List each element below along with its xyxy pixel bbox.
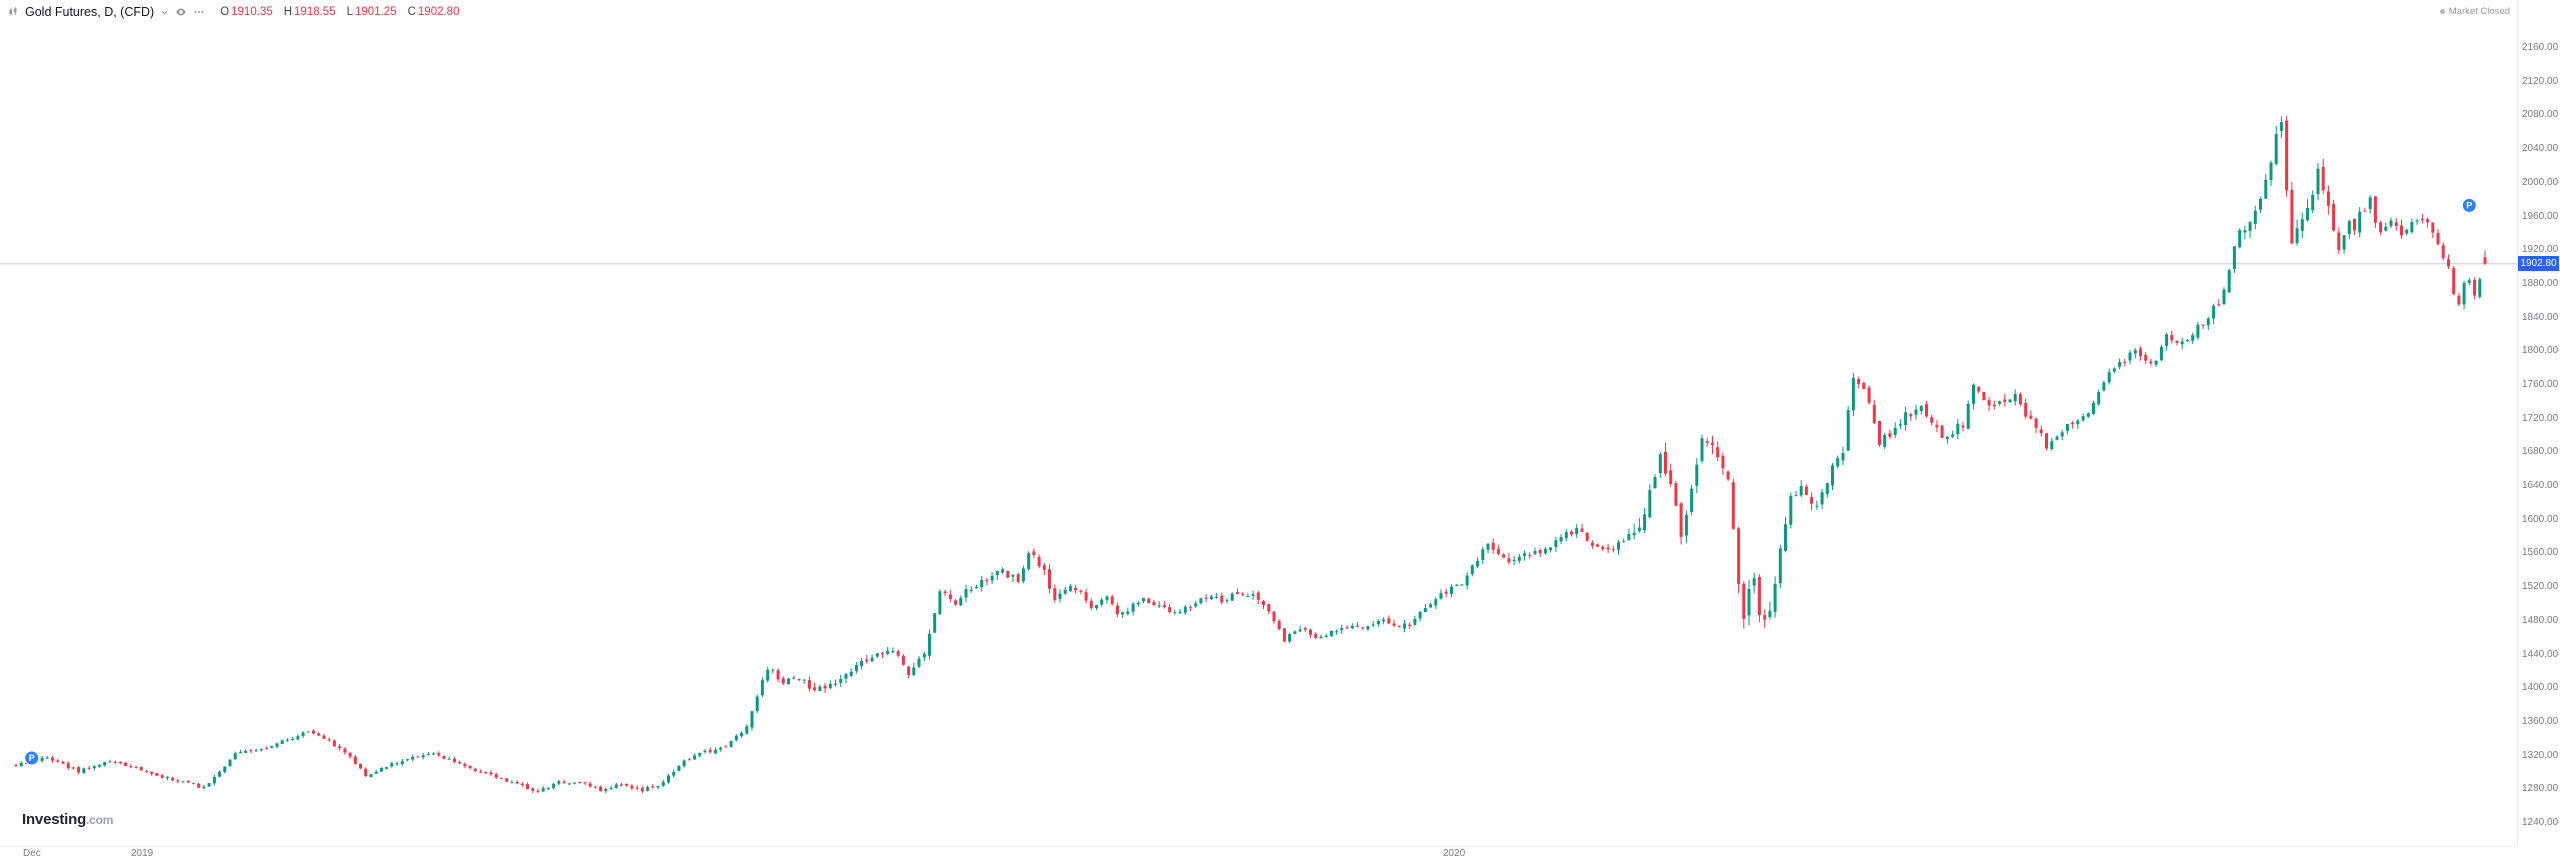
market-status-dot-icon — [2439, 9, 2445, 14]
price-axis-label: 1960.00 — [2522, 210, 2559, 222]
more-options-icon[interactable] — [193, 6, 205, 18]
market-status-label: Market Closed — [2448, 6, 2510, 17]
ohlc-open: O 1910.35 — [220, 6, 273, 18]
price-axis-label: 1360.00 — [2522, 715, 2559, 727]
price-axis-label: 1840.00 — [2522, 311, 2559, 323]
chevron-down-icon[interactable] — [160, 8, 169, 17]
price-axis-label: 2040.00 — [2522, 143, 2559, 155]
ohlc-close: C 1902.80 — [407, 6, 460, 18]
time-axis-label: 2019 — [131, 848, 154, 859]
price-axis[interactable]: 1902.80 2160.00 2120.00 2080.00 2040.00 2000… — [2517, 0, 2560, 861]
price-axis-label: 1800.00 — [2522, 345, 2559, 357]
eye-icon[interactable] — [175, 6, 187, 18]
position-marker[interactable] — [24, 750, 40, 766]
symbol-title[interactable]: Gold Futures, D, (CFD) — [25, 5, 155, 19]
svg-text:P: P — [29, 753, 35, 763]
price-axis-label: 1400.00 — [2522, 682, 2559, 694]
price-axis-label: 1880.00 — [2522, 277, 2559, 289]
ohlc-high: H 1918.55 — [283, 6, 336, 18]
logo-name: Investing — [22, 811, 87, 828]
logo-tld: .com — [86, 813, 114, 827]
price-axis-label: 1600.00 — [2522, 513, 2559, 525]
price-axis-label: 1720.00 — [2522, 412, 2559, 424]
price-axis-label: 1240.00 — [2522, 817, 2559, 828]
time-axis[interactable]: Dec 2019 2020 — [0, 846, 2518, 861]
price-axis-label: 1920.00 — [2522, 244, 2559, 256]
price-axis-label: 1560.00 — [2522, 547, 2559, 559]
price-axis-label: 2000.00 — [2522, 176, 2559, 188]
investing-com-logo: Investing.com — [22, 811, 113, 828]
price-axis-label: 1760.00 — [2522, 379, 2559, 390]
candlestick-style-icon[interactable] — [7, 6, 19, 18]
price-axis-label: 2160.00 — [2522, 42, 2559, 53]
price-axis-label: 1440.00 — [2522, 648, 2559, 660]
market-status: Market Closed — [2439, 6, 2510, 17]
ohlc-readout: O 1910.35 H 1918.55 L 1901.25 C 1902.80 — [220, 6, 459, 18]
current-price-badge: 1902.80 — [2518, 256, 2559, 272]
price-axis-label: 1640.00 — [2522, 480, 2559, 491]
price-axis-label: 1520.00 — [2522, 581, 2559, 593]
time-axis-label: Dec — [23, 848, 41, 859]
price-axis-label: 1280.00 — [2522, 783, 2559, 795]
price-axis-label: 1680.00 — [2522, 446, 2559, 458]
chart-legend: Gold Futures, D, (CFD) O 1910.35 H 1918.55… — [0, 0, 459, 24]
price-axis-label: 1480.00 — [2522, 614, 2559, 626]
time-axis-label: 2020 — [1443, 848, 1466, 859]
ohlc-low: L 1901.25 — [346, 6, 397, 18]
position-marker[interactable] — [2461, 197, 2477, 213]
price-axis-label: 1320.00 — [2522, 749, 2559, 761]
price-axis-label: 2120.00 — [2522, 75, 2559, 87]
price-axis-label: 2080.00 — [2522, 109, 2559, 121]
svg-text:P: P — [2466, 200, 2472, 210]
